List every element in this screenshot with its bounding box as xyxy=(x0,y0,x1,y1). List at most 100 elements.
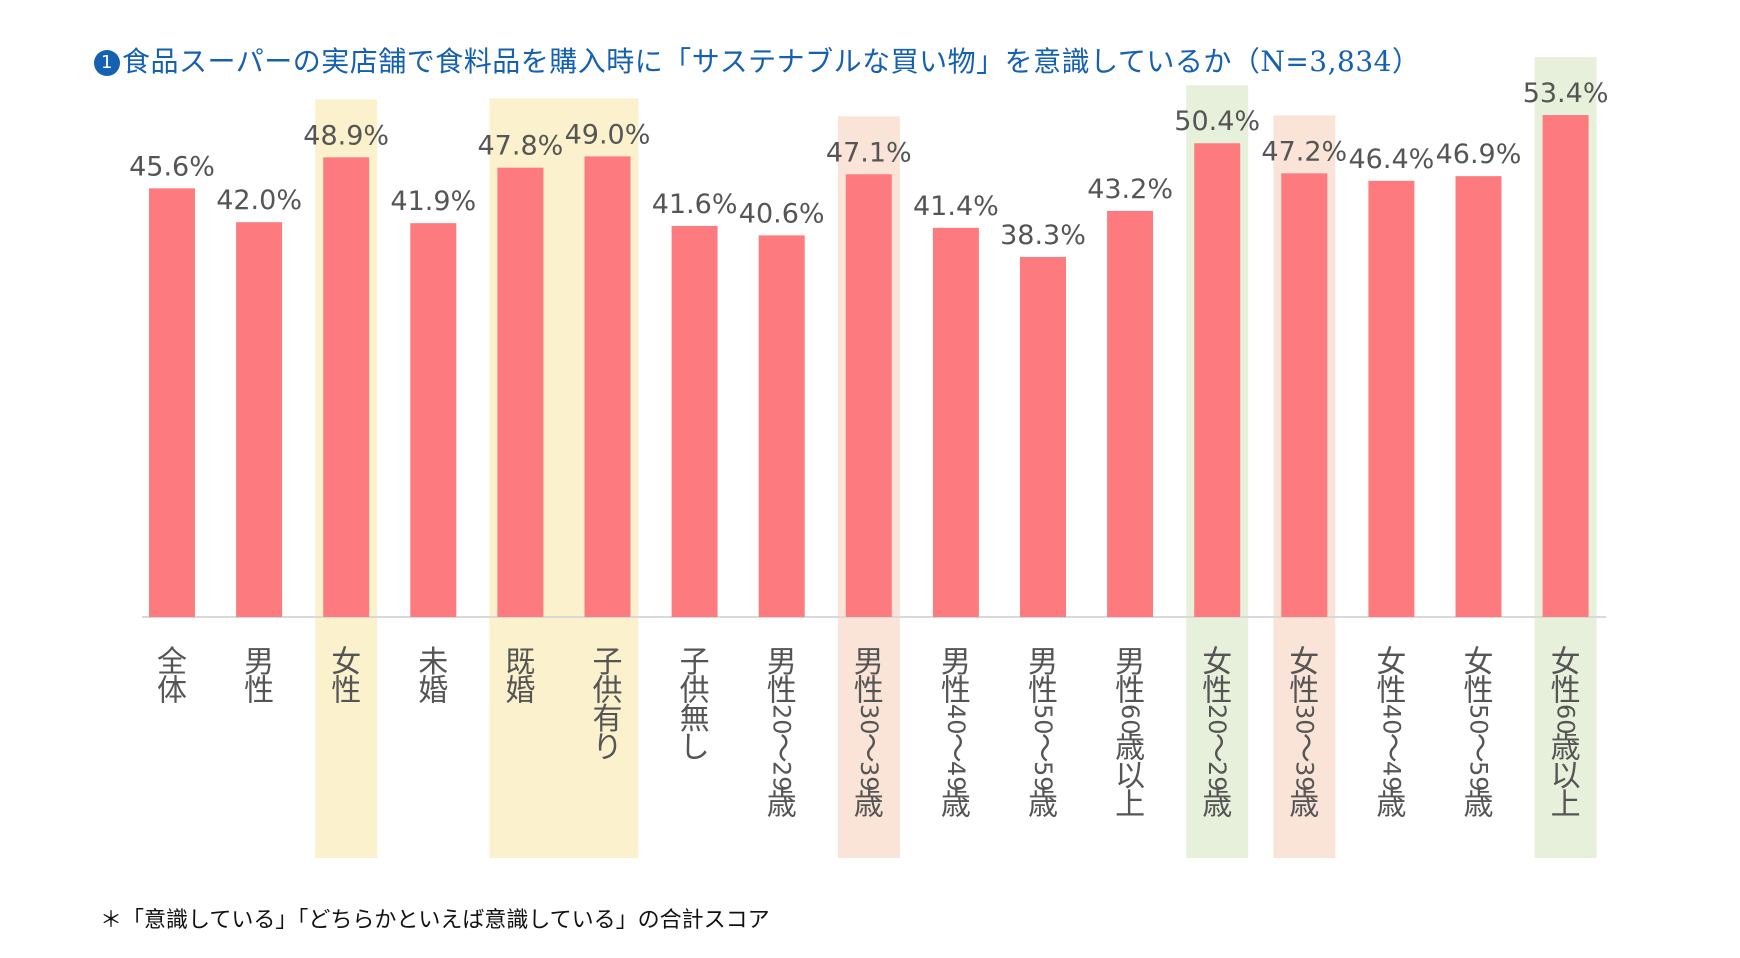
category-label-glyph: 男 xyxy=(244,645,274,680)
category-label-glyph: 女 xyxy=(1202,645,1232,680)
category-label-glyph: 性 xyxy=(1028,673,1058,708)
category-label-glyph: 女 xyxy=(1376,645,1406,680)
category-label-glyph: 60 xyxy=(1116,704,1144,735)
category-label-glyph: ～ xyxy=(1461,733,1496,763)
category-label-glyph: ～ xyxy=(1374,733,1409,763)
category-label-glyph: 性 xyxy=(1464,673,1494,708)
chart-title-text: 食品スーパーの実店舗で食料品を購入時に「サステナブルな買い物」を意識しているか（… xyxy=(122,45,1421,78)
category-label-glyph: ～ xyxy=(938,733,973,763)
category-label-glyph: 40 xyxy=(1377,704,1405,735)
category-label-2: 女性 xyxy=(331,645,361,709)
category-label-glyph: 歳 xyxy=(767,787,797,822)
category-label-glyph: 子 xyxy=(680,645,710,680)
category-label-glyph: り xyxy=(593,730,623,765)
category-label-glyph: 歳 xyxy=(854,787,884,822)
data-label-0: 45.6% xyxy=(129,151,215,182)
data-label-13: 47.2% xyxy=(1261,136,1347,167)
chart-title: 1 食品スーパーの実店舗で食料品を購入時に「サステナブルな買い物」を意識しているか… xyxy=(94,40,1420,80)
category-label-glyph: 全 xyxy=(157,645,187,680)
bar-4 xyxy=(497,167,544,617)
category-label-glyph: 性 xyxy=(1376,673,1406,708)
category-label-glyph: 50 xyxy=(1465,704,1493,735)
data-label-2: 48.9% xyxy=(303,120,389,151)
data-label-8: 47.1% xyxy=(826,137,912,168)
footnote: ＊「意識している」「どちらかといえば意識している」の合計スコア xyxy=(100,908,770,933)
bar-9 xyxy=(932,227,979,617)
data-label-11: 43.2% xyxy=(1087,174,1173,205)
category-label-glyph: 30 xyxy=(1290,704,1318,735)
category-label-glyph: 20 xyxy=(768,704,796,735)
category-label-glyph: 未 xyxy=(418,645,448,680)
bar-12 xyxy=(1194,143,1241,618)
category-label-glyph: 歳 xyxy=(1464,787,1494,822)
category-label-glyph: 男 xyxy=(854,645,884,680)
category-label-0: 全体 xyxy=(157,645,187,709)
category-label-glyph: ～ xyxy=(1026,733,1061,763)
bar-6 xyxy=(671,225,718,617)
category-label-glyph: 女 xyxy=(331,645,361,680)
category-label-glyph: 女 xyxy=(1464,645,1494,680)
category-label-glyph: ～ xyxy=(1287,733,1322,763)
category-label-glyph: 供 xyxy=(680,673,710,708)
data-label-12: 50.4% xyxy=(1174,106,1260,137)
category-label-glyph: 59 xyxy=(1029,761,1057,792)
category-label-glyph: 性 xyxy=(244,673,274,708)
data-label-7: 40.6% xyxy=(739,198,825,229)
category-label-glyph: 有 xyxy=(593,702,623,737)
data-label-15: 46.9% xyxy=(1436,139,1522,170)
category-label-glyph: ～ xyxy=(851,733,886,763)
category-label-glyph: 女 xyxy=(1551,645,1581,680)
category-label-glyph: 男 xyxy=(1028,645,1058,680)
category-label-glyph: 性 xyxy=(1551,673,1581,708)
category-label-glyph: 体 xyxy=(157,673,187,708)
bar-2 xyxy=(323,157,370,617)
category-label-glyph: 歳 xyxy=(1115,730,1145,765)
category-label-glyph: ～ xyxy=(764,733,799,763)
bar-10 xyxy=(1020,256,1066,617)
bar-11 xyxy=(1107,210,1154,618)
category-label-glyph: 49 xyxy=(1377,761,1405,792)
category-label-glyph: 20 xyxy=(1203,704,1231,735)
bar-5 xyxy=(584,156,631,617)
data-label-10: 38.3% xyxy=(1000,220,1086,251)
bar-7 xyxy=(758,235,805,618)
category-label-glyph: 歳 xyxy=(1376,787,1406,822)
category-label-glyph: 59 xyxy=(1465,761,1493,792)
category-label-glyph: 性 xyxy=(1202,673,1232,708)
category-label-glyph: 性 xyxy=(941,673,971,708)
category-label-glyph: 39 xyxy=(855,761,883,792)
bar-1 xyxy=(236,222,283,617)
data-label-4: 47.8% xyxy=(478,131,564,162)
category-label-glyph: 供 xyxy=(593,673,623,708)
category-label-glyph: 婚 xyxy=(505,673,535,708)
category-label-glyph: 男 xyxy=(1115,645,1145,680)
category-label-4: 既婚 xyxy=(505,645,535,709)
category-label-glyph: 49 xyxy=(942,761,970,792)
category-label-glyph: 既 xyxy=(505,645,535,680)
category-label-glyph: 婚 xyxy=(418,673,448,708)
category-label-glyph: 29 xyxy=(1203,761,1231,792)
bar-3 xyxy=(410,223,457,617)
category-label-glyph: 子 xyxy=(593,645,623,680)
category-label-glyph: 性 xyxy=(331,673,361,708)
category-label-glyph: 男 xyxy=(941,645,971,680)
bar-15 xyxy=(1455,176,1502,617)
data-label-9: 41.4% xyxy=(913,191,999,222)
category-label-3: 未婚 xyxy=(418,645,448,709)
bar-8 xyxy=(845,174,892,617)
category-label-glyph: 性 xyxy=(767,673,797,708)
data-label-6: 41.6% xyxy=(652,189,738,220)
category-label-glyph: 性 xyxy=(1115,673,1145,708)
bar-16 xyxy=(1542,115,1589,617)
